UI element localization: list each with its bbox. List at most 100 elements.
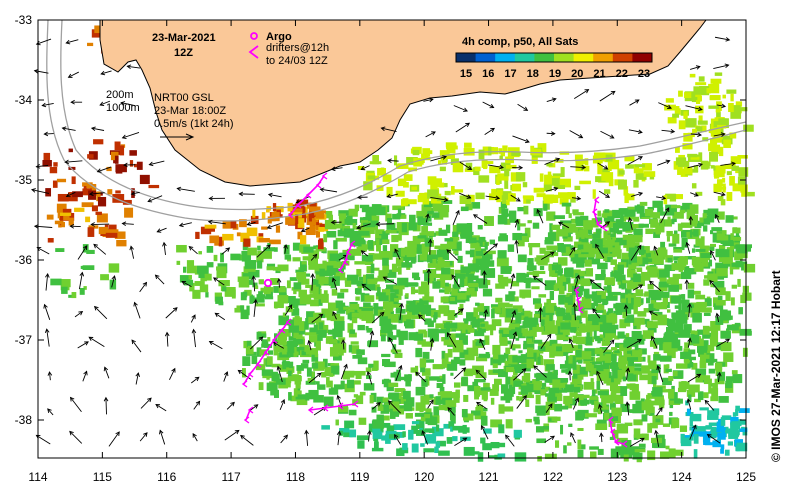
sst-patch [626,280,638,290]
sst-patch [216,266,227,271]
sst-patch [456,292,467,300]
sst-patch [577,449,584,458]
sst-patch [689,361,694,368]
sst-patch [461,327,466,338]
sst-patch [653,351,660,355]
sst-patch [350,252,362,256]
sst-patch [463,368,473,377]
sst-patch [655,227,661,235]
sst-patch [470,243,480,249]
current-vector-head [634,99,640,104]
sst-patch [425,291,430,298]
current-vector [685,105,703,111]
sst-patch [266,382,278,392]
sst-patch [680,205,691,212]
sst-patch [536,255,546,265]
sst-patch [596,380,601,391]
sst-patch [708,422,718,426]
sst-patch [530,339,543,344]
current-vector-head [688,215,694,221]
sst-patch [651,437,663,444]
sst-patch [311,362,319,369]
sst-patch [465,271,475,277]
sst-patch [116,239,127,247]
sst-patch [632,224,644,229]
drifter-track [593,199,605,229]
sst-patch [731,284,738,289]
sst-patch [627,293,632,304]
sst-patch [62,208,72,214]
current-vector [367,371,373,385]
current-vector-head [571,246,576,252]
x-tick-label: 117 [222,470,241,484]
sst-patch [518,350,523,354]
current-vector-head [195,400,201,406]
current-vector-head [475,369,481,375]
sst-patch [684,357,691,365]
sst-patch [450,359,455,366]
current-vector [249,404,258,412]
current-vector [454,437,467,447]
sst-patch [526,347,534,358]
sst-patch [548,418,555,422]
sst-patch [460,266,471,274]
current-vector [34,70,49,74]
sst-patch [679,425,688,432]
sst-patch [577,360,583,364]
sst-patch [650,219,659,228]
sst-patch [698,265,702,269]
sst-patch [527,220,532,224]
drifter-position [607,416,614,424]
sst-patch [257,250,262,261]
sst-patch [83,286,87,290]
sst-patch [384,361,396,368]
sst-patch [685,118,697,128]
sst-patch [427,210,434,215]
sst-patch [720,448,724,454]
argo-legend-icon [250,32,258,40]
sst-patch [330,279,336,289]
sst-patch [736,442,748,452]
sst-patch [505,164,517,169]
current-vector [122,223,134,225]
sst-patch [583,229,589,237]
current-vector-head [665,159,671,165]
sst-patch [726,171,732,176]
sst-patch [338,210,349,216]
sst-patch [406,304,419,312]
contour-label-1000m: 1000m [106,102,140,114]
current-vector [69,431,83,444]
current-vector-head [148,161,154,167]
sst-patch [189,282,195,292]
sst-patch [626,364,635,375]
colorbar-segment [534,53,555,62]
sst-patch [353,370,366,376]
sst-patch [645,266,658,270]
sst-patch [342,249,351,254]
sst-patch [554,283,562,289]
sst-patch [515,327,522,336]
sst-patch [730,108,742,119]
current-vector-head [43,131,49,137]
current-vector [510,274,515,290]
current-vector-head [429,399,434,405]
sst-patch [133,163,138,168]
sst-patch [645,253,651,258]
sst-patch [627,357,639,361]
sst-patch [440,296,449,303]
sst-patch [578,444,586,450]
sst-patch [590,378,594,387]
sst-patch [108,263,120,273]
sst-patch [605,299,609,305]
sst-patch [594,348,602,355]
sst-patch [537,455,542,462]
sst-patch [382,309,391,315]
sst-patch [497,250,507,259]
sst-patch [349,238,362,247]
sst-patch [441,358,447,368]
sst-patch [408,332,417,341]
sst-patch [633,273,641,282]
sst-patch [265,293,271,298]
sst-patch [623,186,629,196]
sst-patch [259,333,267,338]
